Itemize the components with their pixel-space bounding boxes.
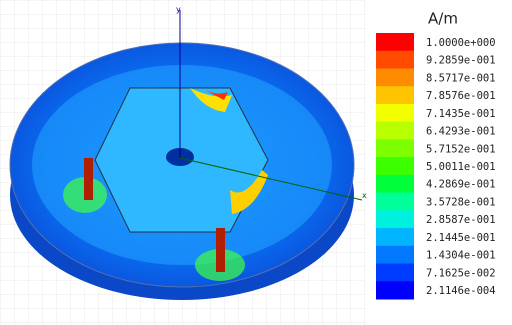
axis-label: y	[176, 5, 181, 14]
legend-swatch	[376, 228, 414, 246]
axis-label: x	[362, 191, 367, 200]
legend-swatch	[376, 281, 414, 299]
legend-swatch	[376, 51, 414, 69]
legend-label: 2.1146e-004	[426, 285, 496, 297]
legend-swatch	[376, 122, 414, 140]
legend-label: 8.5717e-001	[426, 72, 496, 84]
legend: 1.0000e+000 9.2859e-001 8.5717e-001 7.8576e…	[376, 33, 496, 300]
legend-swatch	[376, 175, 414, 193]
legend-label: 5.7152e-001	[426, 143, 496, 155]
legend-swatch	[376, 104, 414, 122]
legend-label: 7.1435e-001	[426, 108, 496, 120]
legend-label: 2.1445e-001	[426, 232, 496, 244]
legend-swatch	[376, 193, 414, 211]
legend-label: 2.8587e-001	[426, 214, 496, 226]
legend-label: 6.4293e-001	[426, 126, 496, 138]
legend-swatch	[376, 139, 414, 157]
legend-label: 5.0011e-001	[426, 161, 496, 173]
legend-swatch	[376, 86, 414, 104]
legend-swatch	[376, 68, 414, 86]
probe	[216, 228, 225, 272]
legend-swatch	[376, 264, 414, 282]
legend-label: 3.5728e-001	[426, 196, 496, 208]
legend-label: 1.4304e-001	[426, 250, 496, 262]
legend-swatch	[376, 210, 414, 228]
field-plot: y x A/m 1.0000e+000 9.2859e-001 8.5717e-00…	[0, 0, 512, 325]
legend-swatch	[376, 33, 414, 51]
legend-label: 1.0000e+000	[426, 37, 496, 49]
legend-label: 4.2869e-001	[426, 179, 496, 191]
legend-label: 7.1625e-002	[426, 267, 496, 279]
legend-swatch	[376, 157, 414, 175]
legend-unit: A/m	[428, 10, 458, 28]
legend-swatch	[376, 246, 414, 264]
legend-label: 7.8576e-001	[426, 90, 496, 102]
legend-label: 9.2859e-001	[426, 55, 496, 67]
probe	[84, 158, 93, 200]
